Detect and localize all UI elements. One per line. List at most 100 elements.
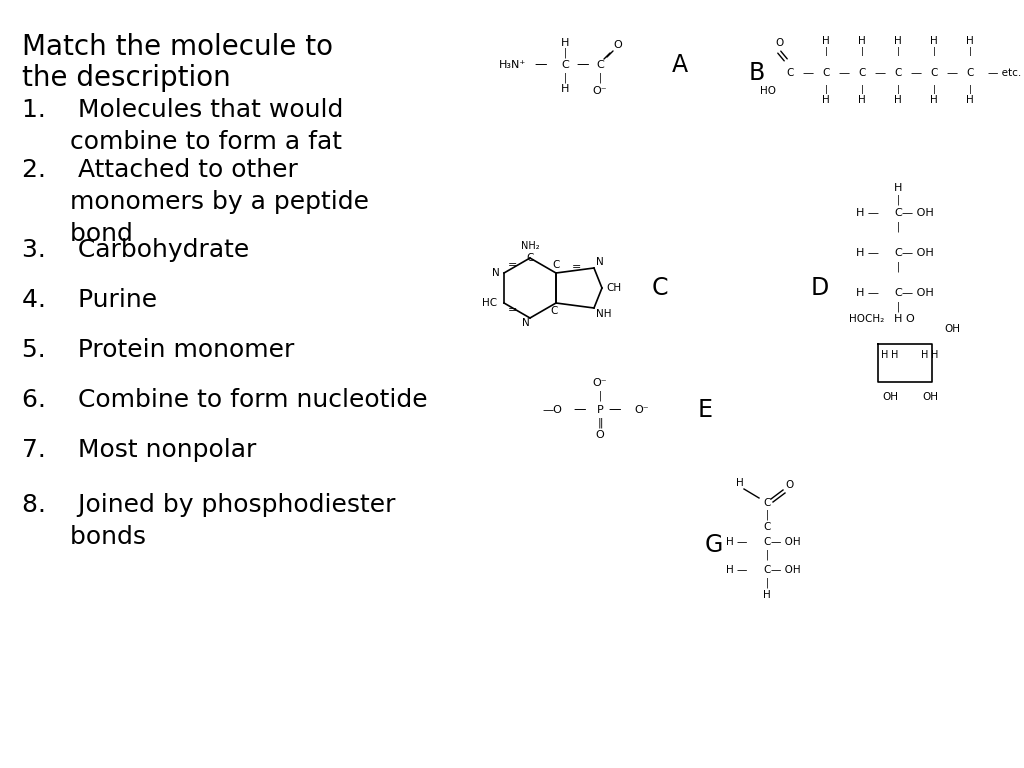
Text: O: O	[613, 40, 623, 50]
Text: H —: H —	[856, 248, 880, 258]
Text: H: H	[822, 95, 829, 105]
Text: D: D	[811, 276, 829, 300]
Text: NH₂: NH₂	[520, 241, 540, 251]
Text: H: H	[966, 36, 974, 46]
Text: |: |	[860, 47, 863, 55]
Text: |: |	[765, 510, 769, 520]
Text: bonds: bonds	[22, 525, 146, 549]
Text: =: =	[507, 260, 517, 270]
Text: C: C	[561, 60, 569, 70]
Text: H: H	[882, 350, 889, 360]
Text: |: |	[563, 73, 566, 83]
Text: —: —	[573, 403, 587, 416]
Text: —: —	[946, 68, 957, 78]
Text: 3.    Carbohydrate: 3. Carbohydrate	[22, 238, 249, 262]
Text: OH: OH	[882, 392, 898, 402]
Text: H: H	[966, 95, 974, 105]
Text: |: |	[896, 195, 900, 205]
Text: C: C	[931, 68, 938, 78]
Text: H₃N⁺: H₃N⁺	[500, 60, 526, 70]
Text: N: N	[493, 268, 500, 278]
Text: 5.    Protein monomer: 5. Protein monomer	[22, 338, 294, 362]
Text: O: O	[785, 480, 795, 490]
Text: H: H	[894, 183, 902, 193]
Text: C: C	[894, 68, 902, 78]
Text: O⁻: O⁻	[635, 405, 649, 415]
Text: —: —	[535, 58, 547, 71]
Text: monomers by a peptide: monomers by a peptide	[22, 190, 369, 214]
Text: H: H	[858, 95, 866, 105]
Text: — OH: — OH	[771, 537, 801, 547]
Text: —: —	[577, 58, 589, 71]
Text: N: N	[522, 318, 529, 328]
Text: the description: the description	[22, 64, 230, 92]
Text: H: H	[894, 36, 902, 46]
Text: H —: H —	[856, 208, 880, 218]
Text: 2.    Attached to other: 2. Attached to other	[22, 158, 298, 182]
Text: —: —	[803, 68, 813, 78]
Text: |: |	[824, 47, 827, 55]
Text: NH: NH	[596, 309, 611, 319]
Text: C: C	[526, 253, 534, 263]
Text: G: G	[705, 533, 723, 557]
Text: C: C	[552, 260, 560, 270]
Text: |: |	[598, 73, 602, 83]
Text: HC: HC	[482, 298, 498, 308]
Text: C: C	[763, 537, 771, 547]
Text: CH: CH	[606, 283, 622, 293]
Text: — OH: — OH	[902, 288, 934, 298]
Text: H —: H —	[726, 565, 748, 575]
Text: H: H	[736, 478, 743, 488]
Text: C: C	[596, 60, 604, 70]
Text: |: |	[896, 302, 900, 313]
Text: |: |	[969, 84, 972, 94]
Text: |: |	[860, 84, 863, 94]
Text: |: |	[933, 47, 936, 55]
Text: C: C	[858, 68, 865, 78]
Text: HOCH₂: HOCH₂	[849, 314, 885, 324]
Text: —: —	[874, 68, 886, 78]
Text: 1.    Molecules that would: 1. Molecules that would	[22, 98, 343, 122]
Text: H: H	[561, 84, 569, 94]
Text: H: H	[930, 95, 938, 105]
Text: 7.    Most nonpolar: 7. Most nonpolar	[22, 438, 256, 462]
Text: ‖: ‖	[597, 418, 603, 429]
Text: bond: bond	[22, 222, 133, 246]
Text: —: —	[839, 68, 850, 78]
Text: =: =	[507, 306, 517, 316]
Text: H: H	[763, 590, 771, 600]
Text: B: B	[749, 61, 765, 85]
Text: H: H	[894, 314, 902, 324]
Text: N: N	[596, 257, 604, 267]
Text: H: H	[822, 36, 829, 46]
Text: C: C	[763, 565, 771, 575]
Text: O: O	[905, 314, 914, 324]
Text: O: O	[596, 430, 604, 440]
Text: —: —	[608, 403, 622, 416]
Text: — OH: — OH	[771, 565, 801, 575]
Text: HO: HO	[760, 86, 776, 96]
Text: H: H	[922, 350, 929, 360]
Text: H: H	[931, 350, 939, 360]
Text: H: H	[891, 350, 899, 360]
Text: H —: H —	[726, 537, 748, 547]
Text: |: |	[897, 47, 899, 55]
Text: |: |	[896, 222, 900, 232]
Text: H: H	[930, 36, 938, 46]
Text: H: H	[561, 38, 569, 48]
Text: C: C	[651, 276, 669, 300]
Text: =: =	[572, 263, 582, 273]
Text: 8.    Joined by phosphodiester: 8. Joined by phosphodiester	[22, 493, 395, 517]
Text: — OH: — OH	[902, 248, 934, 258]
Text: P: P	[597, 405, 603, 415]
Text: |: |	[897, 84, 899, 94]
Text: O⁻: O⁻	[593, 86, 607, 96]
Text: |: |	[563, 48, 566, 58]
Text: —O: —O	[542, 405, 562, 415]
Text: C: C	[550, 306, 558, 316]
Text: |: |	[969, 47, 972, 55]
Text: Match the molecule to: Match the molecule to	[22, 33, 333, 61]
Text: |: |	[896, 262, 900, 272]
Text: H —: H —	[856, 288, 880, 298]
Text: O⁻: O⁻	[593, 378, 607, 388]
